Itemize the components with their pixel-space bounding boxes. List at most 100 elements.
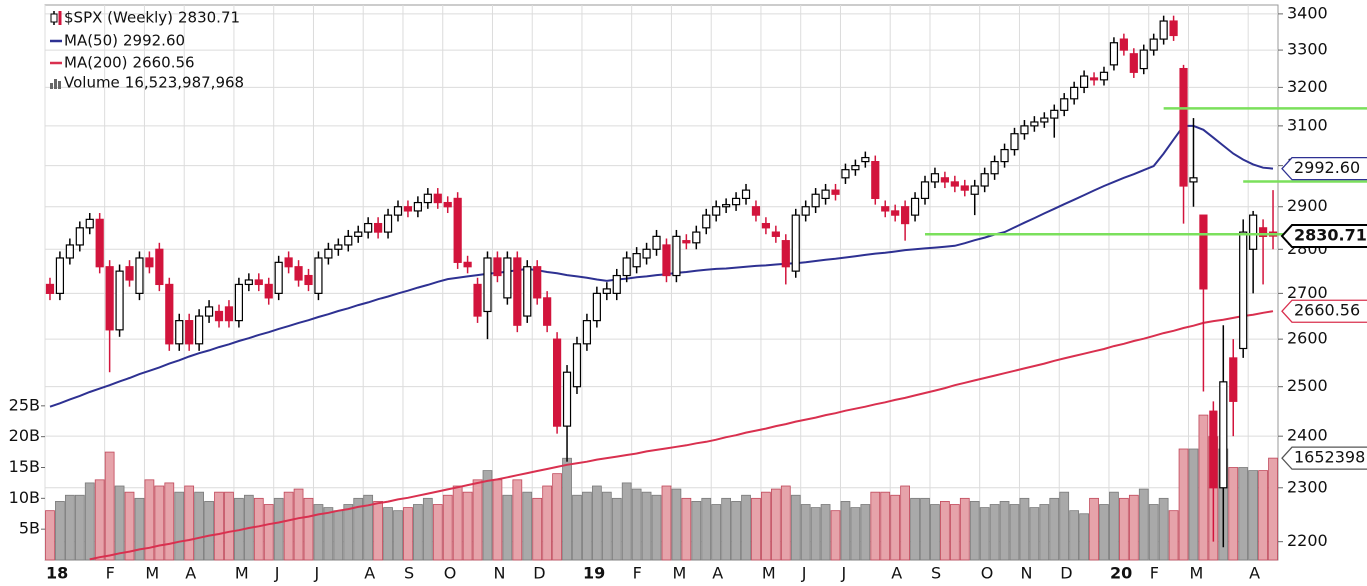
candle-body	[1050, 109, 1059, 119]
x-tick-label: N	[493, 564, 505, 583]
candle-body	[45, 283, 55, 294]
candle-body	[1159, 20, 1168, 40]
candle-body	[115, 270, 124, 331]
volume-bar	[55, 501, 65, 561]
volume-bar	[920, 497, 930, 561]
volume-bar	[701, 497, 712, 561]
candle-body	[1060, 98, 1069, 111]
volume-bar	[671, 488, 682, 561]
candle-body	[274, 261, 283, 294]
legend-icon	[50, 83, 53, 89]
value-tag	[1281, 299, 1367, 323]
candle-body	[1179, 67, 1188, 187]
volume-bar	[601, 491, 612, 561]
legend-value: 2660.56	[133, 54, 195, 72]
volume-bar	[472, 479, 483, 561]
candle-body	[1199, 214, 1208, 290]
candle-body	[503, 257, 512, 299]
legend-value: 2830.71	[178, 9, 240, 27]
volume-bar	[890, 494, 901, 561]
candle-body	[930, 173, 940, 183]
candle-body	[821, 189, 830, 200]
volume-bar	[1079, 513, 1089, 561]
candle-body	[1209, 410, 1218, 489]
x-tick-label: S	[404, 564, 414, 583]
volume-bar	[631, 488, 642, 561]
legend-label: Volume	[64, 74, 120, 92]
candle-body	[1149, 38, 1158, 51]
volume-bar	[840, 501, 851, 561]
candle-body	[771, 231, 780, 237]
x-tick-label: J	[274, 564, 280, 583]
volume-bar	[114, 485, 125, 561]
volume-bar	[800, 504, 811, 561]
candle-body	[125, 266, 134, 281]
volume-bar	[403, 507, 413, 561]
x-tick-label: F	[1150, 564, 1159, 583]
volume-bar	[214, 491, 224, 561]
legend-label: MA(200)	[64, 54, 128, 72]
volume-bar	[184, 485, 195, 561]
volume-bar	[741, 494, 751, 561]
legend-icon	[54, 79, 57, 89]
volume-bar	[164, 482, 175, 561]
y-tick-label: 2500	[1287, 376, 1328, 395]
x-tick-label: M	[235, 564, 249, 583]
candle-body	[572, 343, 582, 388]
x-tick-label: F	[106, 564, 115, 583]
volume-bar	[154, 485, 165, 561]
x-tick-label: A	[185, 564, 196, 583]
candle-body	[185, 320, 194, 345]
y-tick-label: 3300	[1287, 40, 1328, 59]
candle-body	[264, 283, 273, 299]
volume-bar	[1238, 467, 1249, 561]
volume-bar	[1228, 467, 1239, 561]
volume-bar	[780, 485, 791, 561]
candle-body	[195, 315, 204, 345]
volume-bar	[273, 497, 284, 561]
volume-bar	[1089, 497, 1099, 561]
candle-body	[1119, 38, 1128, 51]
x-tick-label: M	[1190, 564, 1204, 583]
volume-bar	[1158, 497, 1169, 561]
candle-body	[811, 193, 820, 208]
volume-bar	[452, 485, 463, 561]
candle-body	[284, 257, 293, 268]
legend-value: 2992.60	[123, 32, 185, 50]
volume-bar	[1168, 510, 1179, 561]
volume-bar	[1248, 470, 1259, 561]
x-tick-label: A	[712, 564, 723, 583]
candle-body	[493, 257, 502, 277]
candle-body	[95, 218, 104, 268]
legend-icon	[58, 81, 61, 89]
volume-bar	[502, 494, 513, 561]
volume-bar	[860, 504, 871, 561]
candle-body	[463, 261, 472, 268]
candle-body	[851, 165, 860, 171]
y-tick-label: 2300	[1287, 477, 1328, 496]
volume-bar	[303, 497, 314, 561]
candle-body	[741, 189, 751, 200]
volume-bar	[930, 504, 940, 561]
x-tick-label: 19	[583, 564, 605, 583]
candle-body	[294, 266, 303, 281]
x-tick-label: O	[981, 564, 994, 583]
volume-bar	[194, 491, 204, 561]
x-tick-label: A	[364, 564, 375, 583]
candle-body	[1040, 117, 1049, 123]
volume-bar	[45, 510, 55, 561]
y-tick-label: 2900	[1287, 196, 1328, 215]
volume-bar	[1099, 504, 1109, 561]
volume-bar	[572, 494, 582, 561]
volume-bar	[820, 504, 831, 561]
candle-body	[324, 248, 333, 259]
volume-bar	[74, 494, 85, 561]
candle-body	[1099, 71, 1109, 81]
volume-bar	[333, 510, 344, 561]
y-tick-label: 2700	[1287, 283, 1328, 302]
candle-body	[1219, 381, 1228, 489]
volume-bar	[1138, 488, 1149, 561]
volume-tick-label: 25B	[9, 395, 40, 414]
candle-body	[910, 197, 920, 216]
candle-body	[632, 253, 641, 268]
